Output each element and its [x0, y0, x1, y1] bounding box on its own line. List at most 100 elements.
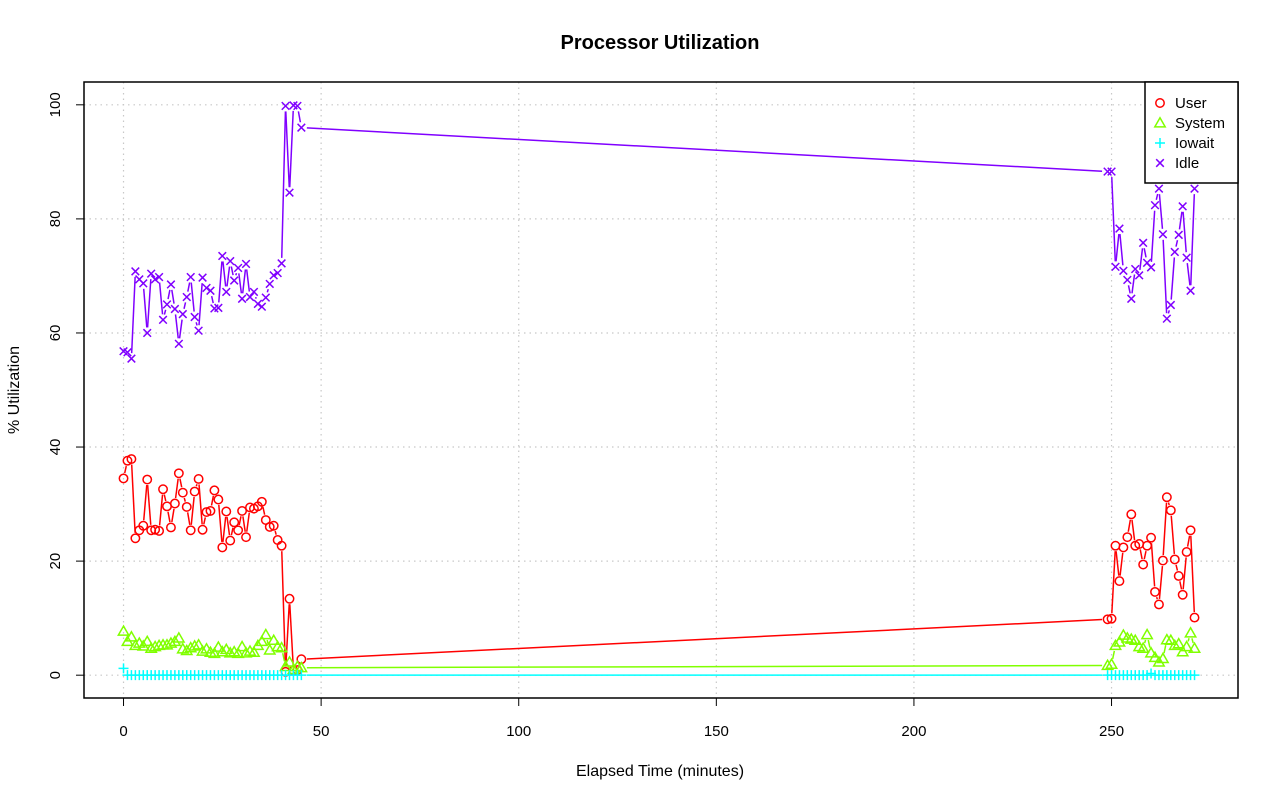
user-line-segment	[1182, 557, 1187, 590]
idle-point	[131, 267, 140, 276]
idle-point	[261, 293, 271, 302]
user-point	[189, 486, 200, 497]
user-point	[1177, 589, 1188, 600]
system-point	[1144, 646, 1158, 658]
user-point	[1146, 532, 1157, 543]
iowait-point	[118, 663, 129, 674]
idle-line-segment	[1127, 285, 1131, 294]
idle-line-segment	[1139, 248, 1144, 270]
idle-line-segment	[266, 288, 269, 293]
user-line-segment	[218, 504, 223, 543]
idle-point	[1107, 167, 1116, 176]
idle-line-segment	[306, 127, 1103, 172]
system-point	[1101, 658, 1115, 671]
system-line-segment	[281, 653, 286, 662]
idle-point	[249, 287, 259, 297]
system-point	[172, 631, 186, 643]
system-point	[1164, 633, 1178, 646]
user-line-segment	[1139, 549, 1143, 560]
user-point	[1138, 559, 1149, 570]
x-tick-label: 0	[119, 723, 127, 740]
system-point	[1140, 627, 1154, 640]
user-point	[237, 505, 248, 516]
series-idle	[119, 101, 1199, 363]
x-tick-label: 150	[704, 723, 729, 740]
user-point	[130, 533, 141, 544]
system-point	[1108, 638, 1122, 651]
idle-point	[241, 259, 251, 269]
user-line-segment	[1162, 502, 1168, 556]
idle-point	[1154, 184, 1164, 193]
idle-line-segment	[222, 261, 227, 287]
user-line-segment	[190, 496, 195, 525]
user-point	[185, 525, 196, 536]
user-line-segment	[226, 516, 231, 536]
idle-point	[1166, 300, 1176, 310]
idle-point	[229, 276, 239, 285]
legend-item-idle: Idle	[1155, 155, 1199, 172]
y-tick-label: 60	[47, 325, 64, 342]
idle-line-segment	[245, 269, 251, 292]
idle-line-segment	[285, 111, 291, 188]
idle-point	[297, 123, 306, 132]
user-line-segment	[1190, 535, 1196, 613]
user-point	[264, 521, 275, 532]
idle-point	[1174, 230, 1184, 240]
idle-line-segment	[1175, 240, 1179, 247]
legend-item-user: User	[1155, 95, 1207, 112]
user-point	[241, 532, 251, 543]
legend-label-user: User	[1175, 95, 1207, 112]
user-line-segment	[1155, 596, 1159, 600]
idle-line-segment	[1190, 194, 1196, 286]
user-line-segment	[186, 512, 191, 526]
y-tick-label: 20	[47, 553, 64, 570]
user-point	[276, 540, 287, 551]
system-point	[184, 641, 198, 653]
idle-line-segment	[297, 111, 302, 123]
plot-frame	[83, 81, 1239, 699]
user-point	[197, 524, 208, 535]
system-point	[196, 644, 210, 656]
idle-point	[1178, 202, 1188, 211]
user-point	[229, 517, 240, 528]
user-line-segment	[174, 478, 179, 499]
user-line-segment	[306, 618, 1103, 660]
idle-line-segment	[280, 111, 287, 258]
user-line-segment	[179, 478, 183, 488]
system-line-segment	[1147, 639, 1151, 648]
idle-point	[127, 354, 136, 363]
idle-point	[217, 251, 227, 261]
idle-point	[1186, 286, 1195, 296]
y-tick-label: 0	[47, 671, 64, 679]
user-point	[1185, 525, 1196, 536]
idle-line-segment	[1150, 210, 1156, 262]
y-tick-label: 40	[47, 439, 64, 456]
idle-line-segment	[190, 282, 195, 312]
user-line-segment	[1170, 515, 1176, 554]
legend-marker-idle	[1155, 158, 1165, 168]
system-point	[1128, 633, 1142, 646]
idle-point	[138, 279, 148, 288]
system-point	[1168, 638, 1182, 651]
user-point	[138, 520, 149, 531]
user-point	[1106, 613, 1117, 624]
idle-point	[1162, 314, 1172, 324]
idle-line-segment	[1155, 193, 1159, 201]
system-point	[128, 638, 142, 651]
user-point	[173, 468, 184, 479]
user-line-segment	[203, 517, 207, 525]
legend-label-idle: Idle	[1175, 155, 1199, 172]
user-line-segment	[1167, 502, 1170, 506]
idle-line-segment	[130, 276, 136, 354]
user-point	[233, 525, 244, 536]
user-line-segment	[262, 507, 266, 515]
idle-point	[257, 302, 267, 312]
user-line-segment	[146, 484, 152, 525]
series-layer	[117, 101, 1202, 681]
idle-line-segment	[142, 288, 148, 328]
system-point	[1105, 657, 1119, 669]
idle-line-segment	[1167, 310, 1171, 314]
idle-line-segment	[1115, 233, 1120, 262]
idle-point	[194, 326, 203, 336]
